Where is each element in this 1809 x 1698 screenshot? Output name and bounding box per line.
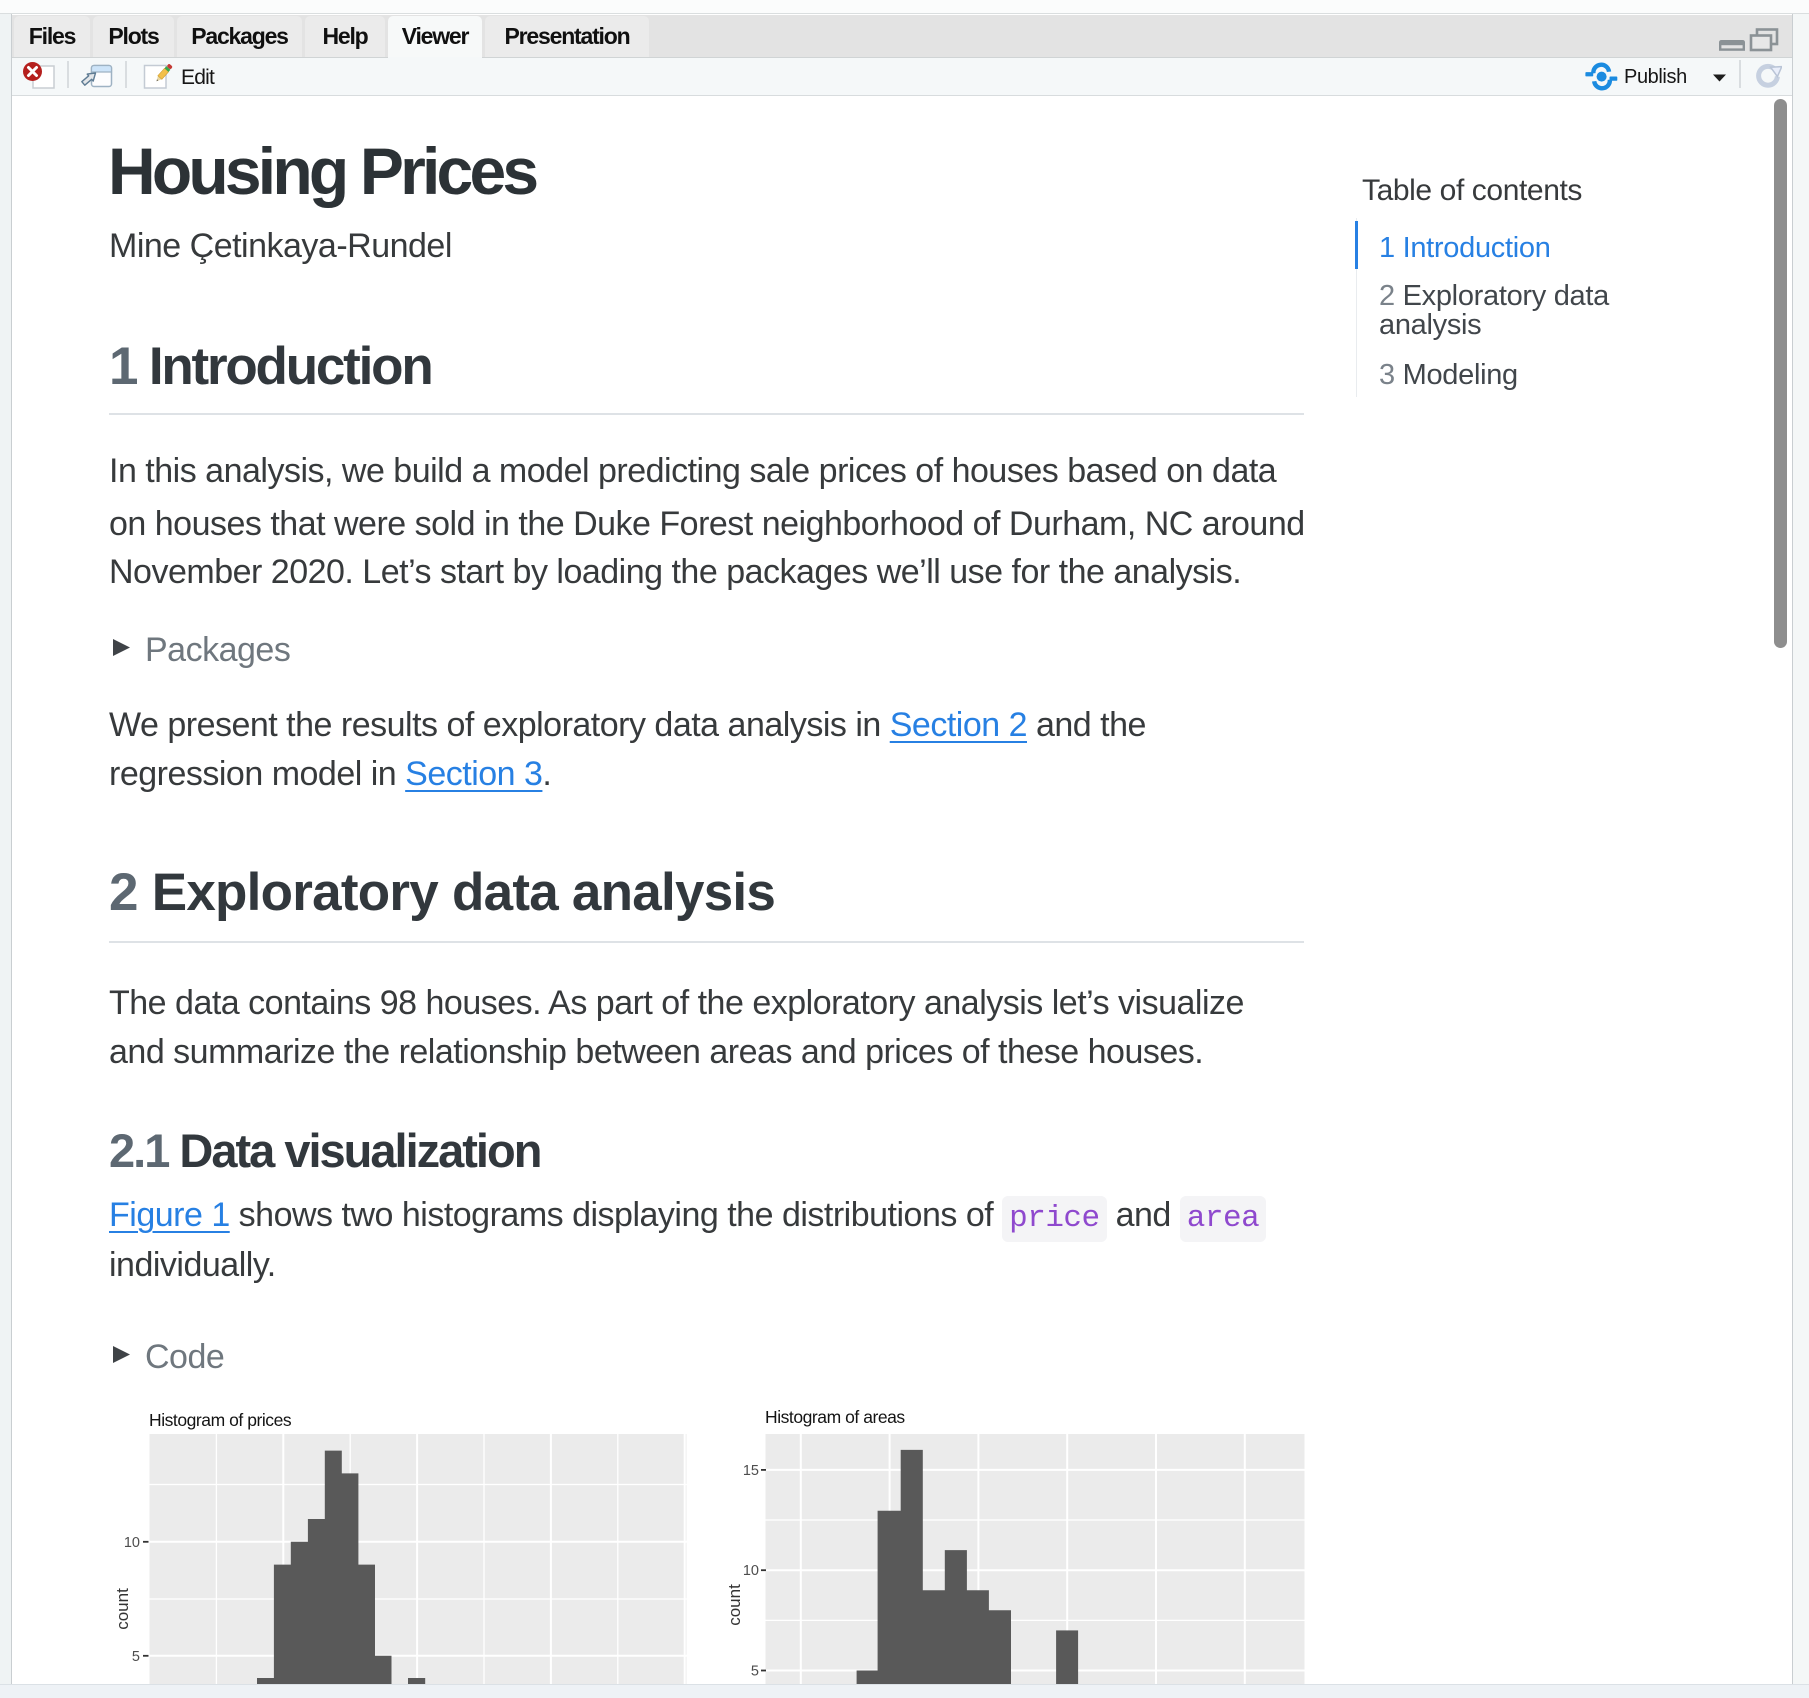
svg-text:Histogram of prices: Histogram of prices (149, 1410, 292, 1430)
svg-text:10: 10 (124, 1535, 140, 1551)
svg-text:count: count (725, 1584, 744, 1626)
svg-text:5: 5 (751, 1664, 759, 1680)
svg-text:15: 15 (743, 1463, 759, 1479)
svg-text:count: count (113, 1588, 132, 1630)
svg-text:5: 5 (132, 1649, 140, 1665)
svg-text:Histogram of areas: Histogram of areas (765, 1407, 905, 1427)
svg-text:10: 10 (743, 1563, 759, 1579)
